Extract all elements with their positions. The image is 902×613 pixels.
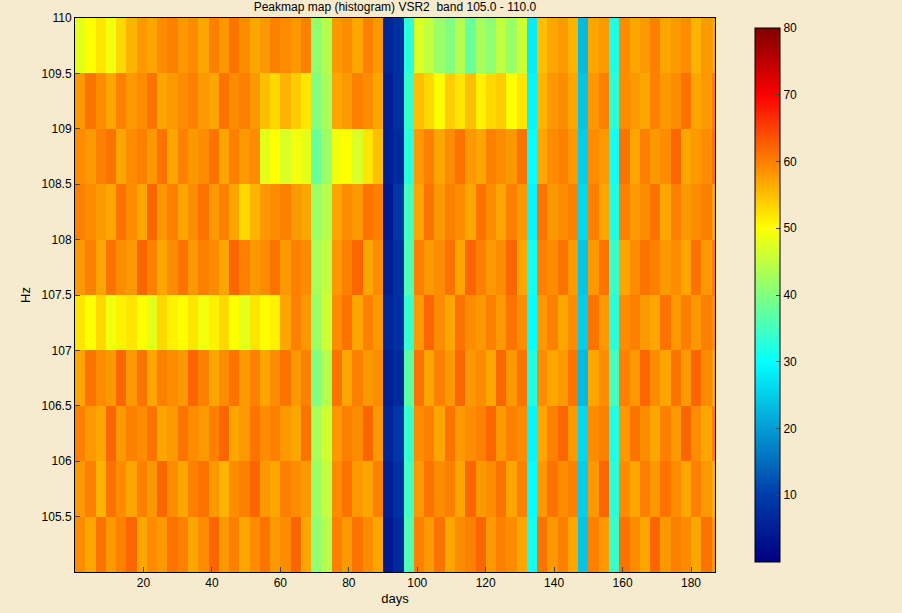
svg-text:106: 106 xyxy=(52,454,72,468)
svg-text:108: 108 xyxy=(52,233,72,247)
svg-text:160: 160 xyxy=(613,576,633,590)
svg-text:70: 70 xyxy=(783,88,797,102)
svg-text:60: 60 xyxy=(783,155,797,169)
svg-text:109.5: 109.5 xyxy=(42,67,72,81)
svg-text:107.5: 107.5 xyxy=(42,288,72,302)
svg-text:days: days xyxy=(381,591,409,606)
svg-text:80: 80 xyxy=(342,576,356,590)
svg-text:108.5: 108.5 xyxy=(42,177,72,191)
svg-text:Peakmap map (histogram) VSR2: Peakmap map (histogram) VSR2 band 105.0 … xyxy=(254,0,537,14)
svg-text:50: 50 xyxy=(783,221,797,235)
svg-text:107: 107 xyxy=(52,344,72,358)
svg-text:40: 40 xyxy=(783,288,797,302)
svg-text:10: 10 xyxy=(783,488,797,502)
svg-text:Hz: Hz xyxy=(18,287,33,303)
svg-text:20: 20 xyxy=(137,576,151,590)
svg-text:40: 40 xyxy=(205,576,219,590)
svg-text:80: 80 xyxy=(783,21,797,35)
svg-text:20: 20 xyxy=(783,422,797,436)
svg-text:180: 180 xyxy=(681,576,701,590)
svg-text:60: 60 xyxy=(274,576,288,590)
svg-text:109: 109 xyxy=(52,122,72,136)
svg-text:110: 110 xyxy=(52,11,71,25)
svg-text:100: 100 xyxy=(407,576,427,590)
svg-text:140: 140 xyxy=(544,576,564,590)
svg-text:120: 120 xyxy=(476,576,496,590)
svg-text:105.5: 105.5 xyxy=(42,510,72,524)
svg-text:30: 30 xyxy=(783,355,797,369)
svg-text:106.5: 106.5 xyxy=(42,399,72,413)
